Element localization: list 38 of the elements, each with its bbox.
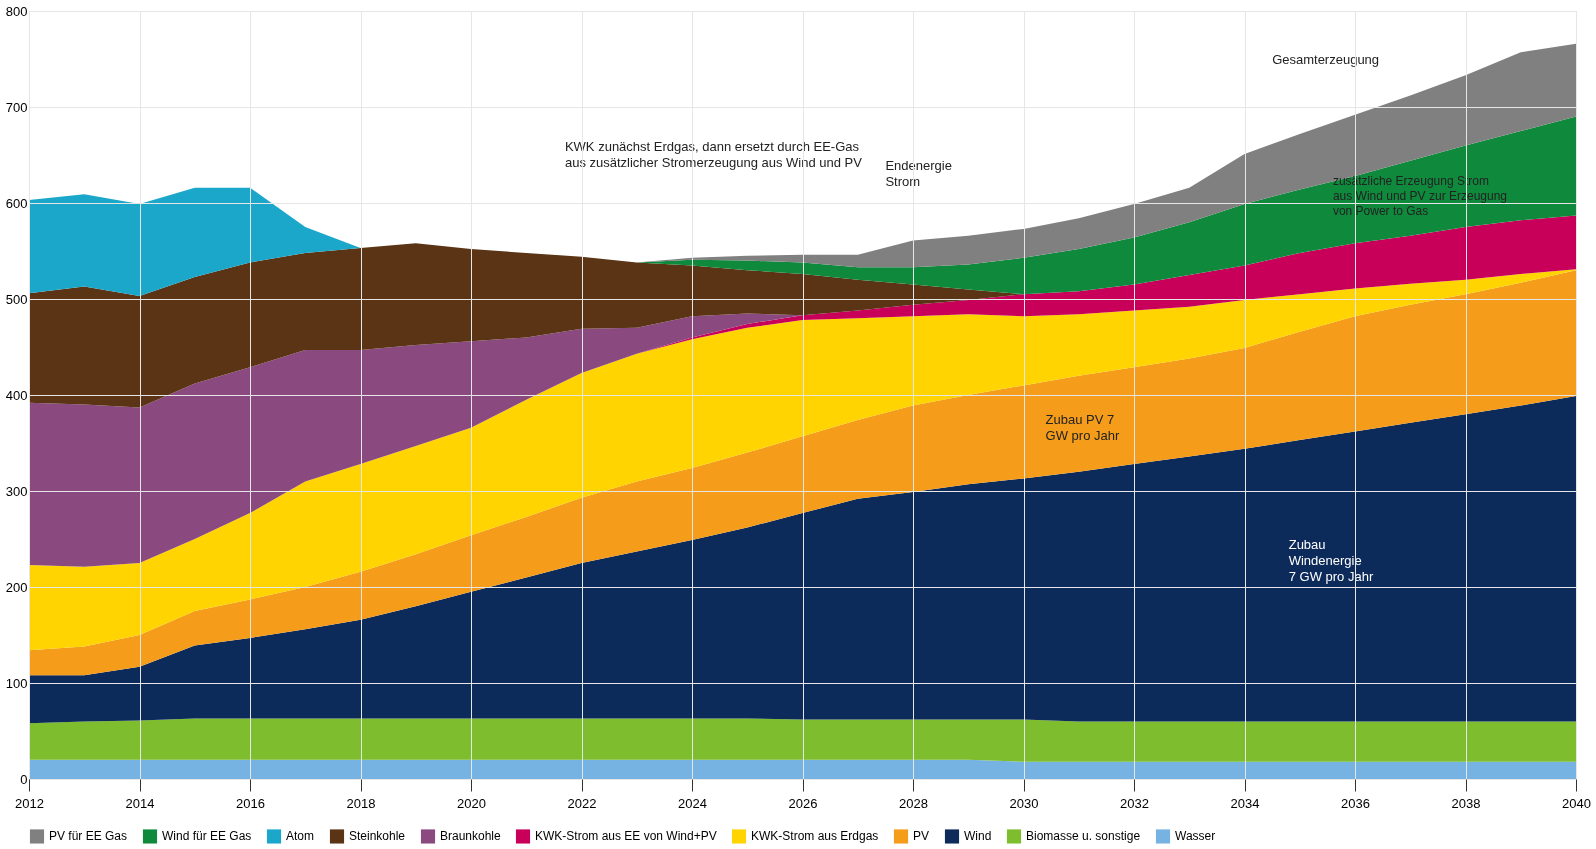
y-tick-label: 500 — [5, 291, 28, 307]
y-tick-label: 300 — [5, 483, 28, 499]
y-tick-label: 800 — [5, 3, 28, 19]
x-tick-label: 2020 — [457, 795, 486, 811]
x-tick-label: 2028 — [899, 795, 928, 811]
annotation: Zubau PV 7 GW pro Jahr — [1045, 412, 1120, 444]
x-tick-label: 2024 — [678, 795, 707, 811]
x-tick-label: 2034 — [1230, 795, 1260, 811]
x-tick-label: 2040 — [1562, 795, 1591, 811]
y-tick-label: 400 — [5, 387, 28, 403]
legend-label: PV für EE Gas — [49, 829, 128, 844]
legend-label: Steinkohle — [349, 829, 406, 844]
x-tick-label: 2016 — [236, 795, 265, 811]
x-tick-label: 2012 — [15, 795, 44, 811]
legend-label: KWK-Strom aus EE von Wind+PV — [535, 829, 717, 844]
legend-label: Wind für EE Gas — [162, 829, 252, 844]
y-tick-label: 700 — [5, 99, 28, 115]
annotation: Gesamterzeugung — [1272, 52, 1380, 68]
x-tick-label: 2032 — [1120, 795, 1149, 811]
x-tick-label: 2038 — [1451, 795, 1481, 811]
legend-label: Atom — [286, 829, 315, 844]
legend-label: KWK-Strom aus Erdgas — [751, 829, 879, 844]
x-tick-label: 2022 — [567, 795, 597, 811]
y-tick-label: 0 — [20, 771, 28, 787]
legend-label: PV — [913, 829, 930, 844]
x-tick-label: 2036 — [1341, 795, 1370, 811]
x-tick-label: 2030 — [1009, 795, 1039, 811]
legend-label: Braunkohle — [440, 829, 502, 844]
x-tick-label: 2018 — [346, 795, 376, 811]
y-tick-label: 100 — [5, 675, 28, 691]
x-tick-label: 2026 — [788, 795, 818, 811]
legend-label: Biomasse u. sonstige — [1026, 829, 1141, 844]
legend-label: Wind — [964, 829, 992, 844]
x-tick-label: 2014 — [125, 795, 155, 811]
y-tick-label: 200 — [5, 579, 28, 595]
legend-label: Wasser — [1175, 829, 1216, 844]
annotation: Endenergie Strom — [885, 157, 952, 189]
y-tick-label: 600 — [5, 195, 28, 211]
